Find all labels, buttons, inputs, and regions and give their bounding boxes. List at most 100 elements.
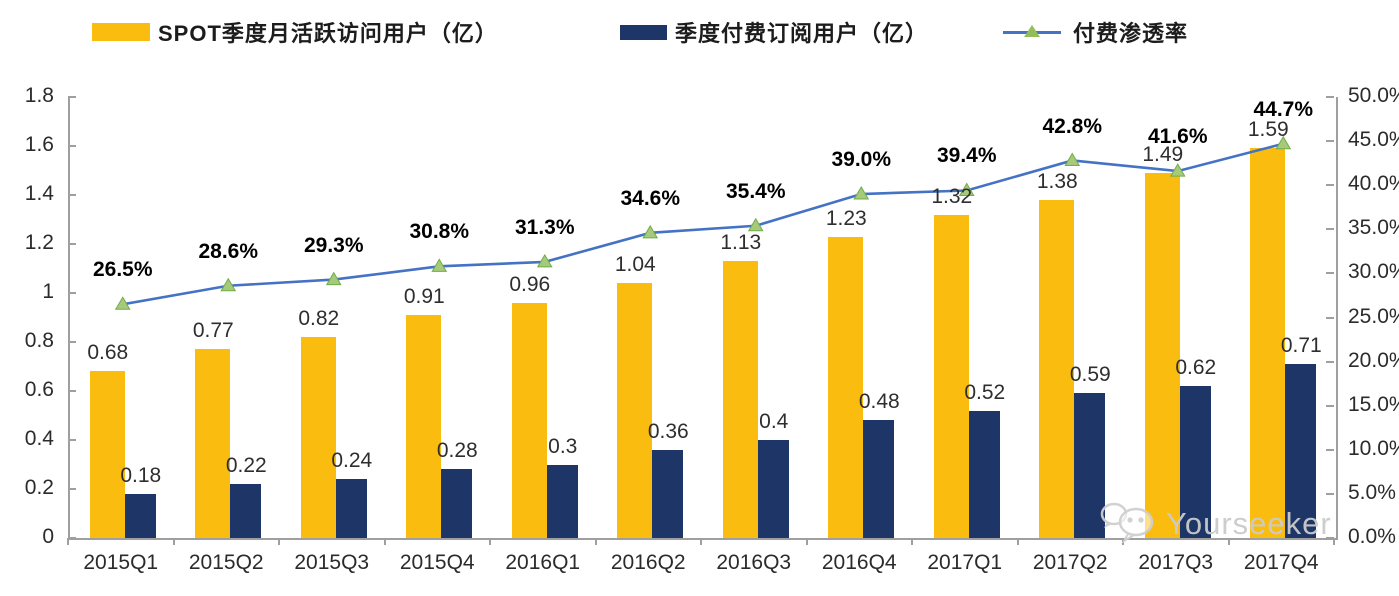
x-axis-tick [805, 538, 808, 545]
mau-bar [89, 371, 125, 538]
penetration-marker-icon [958, 182, 975, 196]
penetration-value-label: 42.8% [1042, 114, 1103, 138]
mau-legend-swatch [92, 23, 150, 41]
x-axis-category-label: 2016Q2 [610, 551, 686, 574]
subs-bar [230, 484, 262, 538]
subs-bar [863, 420, 895, 538]
mau-value-label: 1.32 [931, 184, 973, 208]
right-axis-tick-label: 5.0% [1348, 480, 1396, 504]
legend-item-subs: 季度付费订阅用户（亿） [620, 18, 928, 46]
mau-bar [1039, 199, 1075, 538]
subs-legend-label: 季度付费订阅用户（亿） [675, 21, 929, 46]
subs-value-label: 0.4 [759, 410, 789, 433]
mau-value-label: 0.77 [192, 319, 234, 343]
penetration-value-label: 26.5% [92, 258, 153, 282]
penetration-value-label: 44.7% [1253, 97, 1314, 121]
mau-bar [1144, 172, 1180, 538]
subs-legend-swatch [620, 24, 667, 40]
x-axis-category-label: 2015Q4 [399, 551, 475, 574]
mau-value-label: 1.23 [825, 206, 867, 230]
x-axis-category-label: 2016Q1 [505, 551, 581, 574]
penetration-value-label: 41.6% [1147, 125, 1208, 149]
subs-value-label: 0.24 [331, 449, 373, 473]
penetration-value-label: 39.4% [936, 144, 997, 168]
right-axis-tick [1326, 316, 1334, 319]
right-axis-tick [1326, 404, 1334, 407]
left-axis-tick [68, 537, 76, 539]
penetration-marker-icon [1275, 135, 1292, 150]
right-axis-tick-label: 30.0% [1348, 260, 1399, 284]
x-axis-tick [278, 538, 280, 545]
subs-value-label: 0.52 [964, 380, 1006, 404]
legend-item-penetration: 付费渗透率 [1003, 18, 1188, 46]
penetration-value-label: 34.6% [620, 186, 681, 210]
mau-bar [617, 283, 653, 538]
plot-area: 0.68 0.18 26.5% 0.77 0.22 28.6% 0.82 0.24 29.3% 0… [68, 97, 1338, 540]
penetration-marker-icon [325, 271, 342, 286]
left-axis-tick [68, 145, 76, 147]
x-axis-tick [172, 538, 175, 545]
mau-value-label: 1.13 [720, 231, 762, 255]
subs-bar [124, 493, 156, 538]
subs-bar [441, 469, 473, 538]
right-axis-tick-label: 40.0% [1348, 172, 1399, 196]
mau-bar [195, 349, 231, 538]
left-axis-tick-label: 1.6 [24, 133, 54, 156]
mau-bar [511, 302, 547, 538]
right-axis-tick-label: 0.0% [1348, 525, 1396, 548]
left-axis-tick-label: 1.8 [24, 84, 54, 107]
penetration-value-label: 29.3% [303, 233, 364, 257]
right-axis-tick [1326, 537, 1334, 539]
mau-bar [828, 236, 864, 538]
left-axis-tick [68, 194, 76, 196]
mau-bar [406, 315, 442, 538]
subs-bar [1179, 386, 1211, 538]
subs-value-label: 0.36 [647, 419, 689, 443]
penetration-line-path [122, 142, 1284, 306]
penetration-marker-icon [1064, 152, 1081, 167]
legend-item-mau: SPOT季度月活跃访问用户（亿） [92, 18, 498, 46]
right-axis-tick [1326, 184, 1334, 187]
mau-value-label: 0.82 [298, 307, 340, 331]
left-axis-tick-label: 0.4 [24, 427, 54, 450]
subs-value-label: 0.59 [1069, 363, 1111, 387]
right-axis-tick [1326, 448, 1334, 451]
left-axis-tick-label: 1.2 [24, 231, 54, 254]
x-axis-tick [594, 538, 597, 545]
subs-value-label: 0.48 [858, 390, 900, 414]
mau-value-label: 1.49 [1142, 142, 1184, 166]
right-axis-tick-label: 10.0% [1348, 436, 1399, 460]
left-axis-tick [68, 439, 76, 441]
right-axis-tick [1326, 360, 1334, 363]
right-axis-tick [1326, 228, 1334, 231]
x-axis-category-label: 2015Q3 [294, 551, 370, 574]
left-axis-tick [68, 243, 76, 245]
x-axis-tick [700, 538, 702, 545]
subs-value-label: 0.18 [120, 463, 162, 487]
x-axis-tick [911, 538, 913, 545]
triangle-marker-icon [1024, 25, 1040, 37]
subs-value-label: 0.28 [436, 439, 478, 463]
mau-bar [933, 214, 969, 538]
watermark: Yourseeker [1098, 498, 1332, 550]
x-axis-category-label: 2015Q2 [188, 551, 264, 574]
x-axis-category-label: 2017Q3 [1138, 551, 1214, 574]
left-axis-tick-label: 0.8 [24, 329, 54, 352]
mau-bar [722, 261, 758, 538]
penetration-marker-icon [747, 217, 764, 232]
x-axis-tick [489, 538, 491, 545]
x-axis-tick [1227, 538, 1230, 545]
left-axis-tick [68, 390, 76, 392]
left-axis-tick-label: 0.6 [24, 378, 54, 401]
subs-bar [757, 440, 789, 538]
x-axis-tick [1016, 538, 1019, 545]
penetration-value-label: 39.0% [831, 148, 892, 172]
penetration-marker-icon [853, 186, 870, 200]
x-axis-tick [383, 538, 386, 545]
mau-legend-label: SPOT季度月活跃访问用户（亿） [158, 21, 498, 46]
left-axis-tick [68, 341, 76, 343]
penetration-value-label: 35.4% [725, 179, 786, 203]
penetration-value-label: 28.6% [198, 239, 259, 263]
subs-bar [1074, 393, 1106, 538]
